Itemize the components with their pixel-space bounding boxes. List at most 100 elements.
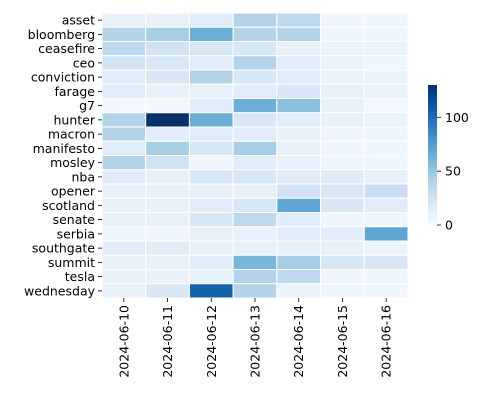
heatmap-cell-ceo-2024-06-10 <box>101 55 147 71</box>
y-tick-label-g7: g7 <box>79 98 95 113</box>
heatmap-cell-hunter-2024-06-16 <box>363 112 409 128</box>
heatmap-cell-senate-2024-06-10 <box>101 212 147 228</box>
heatmap-cell-macron-2024-06-16 <box>363 126 409 142</box>
heatmap-cell-mosley-2024-06-12 <box>188 155 234 171</box>
heatmap-cell-ceasefire-2024-06-10 <box>101 41 147 57</box>
heatmap-cell-farage-2024-06-13 <box>232 83 278 99</box>
heatmap-cell-hunter-2024-06-10 <box>101 112 147 128</box>
heatmap-cell-southgate-2024-06-12 <box>188 240 234 256</box>
heatmap-cell-summit-2024-06-12 <box>188 254 234 270</box>
y-tick-label-wednesday: wednesday <box>24 283 96 298</box>
heatmap-cell-ceasefire-2024-06-13 <box>232 41 278 57</box>
heatmap-cell-nba-2024-06-13 <box>232 169 278 185</box>
heatmap-cell-wednesday-2024-06-15 <box>320 283 365 299</box>
heatmap-cell-mosley-2024-06-15 <box>320 155 365 171</box>
heatmap-cell-tesla-2024-06-11 <box>145 269 190 285</box>
heatmap-cell-g7-2024-06-13 <box>232 98 278 114</box>
heatmap-cell-manifesto-2024-06-13 <box>232 140 278 156</box>
heatmap-cell-g7-2024-06-12 <box>188 98 234 114</box>
heatmap-cell-scotland-2024-06-16 <box>363 197 409 213</box>
heatmap-cell-manifesto-2024-06-15 <box>320 140 365 156</box>
heatmap-cell-opener-2024-06-12 <box>188 183 234 199</box>
heatmap-cell-summit-2024-06-15 <box>320 254 365 270</box>
heatmap-cell-ceasefire-2024-06-14 <box>276 41 322 57</box>
heatmap-cell-g7-2024-06-11 <box>145 98 190 114</box>
heatmap-cell-bloomberg-2024-06-11 <box>145 26 190 42</box>
heatmap-cell-tesla-2024-06-10 <box>101 269 147 285</box>
heatmap-cell-ceo-2024-06-12 <box>188 55 234 71</box>
heatmap-cell-serbia-2024-06-10 <box>101 226 147 242</box>
heatmap-cell-conviction-2024-06-15 <box>320 69 365 85</box>
heatmap-cell-hunter-2024-06-12 <box>188 112 234 128</box>
y-tick-label-summit: summit <box>48 255 95 270</box>
heatmap-cell-tesla-2024-06-12 <box>188 269 234 285</box>
heatmap-cell-farage-2024-06-14 <box>276 83 322 99</box>
y-tick-label-ceasefire: ceasefire <box>38 41 95 56</box>
heatmap-cell-ceo-2024-06-14 <box>276 55 322 71</box>
heatmap-cell-nba-2024-06-14 <box>276 169 322 185</box>
heatmap-cell-asset-2024-06-10 <box>101 12 147 28</box>
y-tick-label-mosley: mosley <box>50 155 96 170</box>
heatmap-cell-scotland-2024-06-12 <box>188 197 234 213</box>
y-tick-label-tesla: tesla <box>65 269 95 284</box>
heatmap-cell-macron-2024-06-14 <box>276 126 322 142</box>
heatmap-cell-senate-2024-06-12 <box>188 212 234 228</box>
heatmap-cell-summit-2024-06-11 <box>145 254 190 270</box>
x-tick-label-2024-06-14: 2024-06-14 <box>291 305 306 378</box>
y-tick-label-scotland: scotland <box>42 198 95 213</box>
heatmap-cell-senate-2024-06-16 <box>363 212 409 228</box>
heatmap-cell-tesla-2024-06-16 <box>363 269 409 285</box>
heatmap-cell-bloomberg-2024-06-14 <box>276 26 322 42</box>
heatmap-cell-g7-2024-06-16 <box>363 98 409 114</box>
heatmap-cell-tesla-2024-06-15 <box>320 269 365 285</box>
heatmap-cell-serbia-2024-06-12 <box>188 226 234 242</box>
heatmap-cell-conviction-2024-06-11 <box>145 69 190 85</box>
heatmap-cell-ceasefire-2024-06-16 <box>363 41 409 57</box>
heatmap-cell-farage-2024-06-16 <box>363 83 409 99</box>
heatmap-cell-ceo-2024-06-11 <box>145 55 190 71</box>
x-tick-label-2024-06-16: 2024-06-16 <box>379 305 394 378</box>
heatmap-cell-macron-2024-06-10 <box>101 126 147 142</box>
heatmap-cell-mosley-2024-06-10 <box>101 155 147 171</box>
y-tick-label-opener: opener <box>51 184 96 199</box>
heatmap-cell-manifesto-2024-06-12 <box>188 140 234 156</box>
heatmap-cell-scotland-2024-06-15 <box>320 197 365 213</box>
colorbar-tick-label-0: 0 <box>445 218 453 233</box>
heatmap-cell-mosley-2024-06-11 <box>145 155 190 171</box>
heatmap-cell-conviction-2024-06-13 <box>232 69 278 85</box>
y-tick-label-ceo: ceo <box>73 55 95 70</box>
x-tick-label-2024-06-11: 2024-06-11 <box>160 305 175 378</box>
heatmap-cell-tesla-2024-06-13 <box>232 269 278 285</box>
heatmap-cell-nba-2024-06-12 <box>188 169 234 185</box>
heatmap-cell-manifesto-2024-06-14 <box>276 140 322 156</box>
heatmap-cell-hunter-2024-06-15 <box>320 112 365 128</box>
heatmap-cell-macron-2024-06-12 <box>188 126 234 142</box>
heatmap-cell-nba-2024-06-15 <box>320 169 365 185</box>
heatmap-cell-senate-2024-06-11 <box>145 212 190 228</box>
heatmap-cell-serbia-2024-06-11 <box>145 226 190 242</box>
heatmap-cell-manifesto-2024-06-10 <box>101 140 147 156</box>
y-tick-label-serbia: serbia <box>57 226 95 241</box>
heatmap-cell-hunter-2024-06-13 <box>232 112 278 128</box>
y-tick-label-farage: farage <box>55 84 96 99</box>
colorbar-tick-label-100: 100 <box>445 110 469 125</box>
heatmap-cell-bloomberg-2024-06-13 <box>232 26 278 42</box>
heatmap-cell-wednesday-2024-06-13 <box>232 283 278 299</box>
heatmap-cell-asset-2024-06-15 <box>320 12 365 28</box>
heatmap-cell-conviction-2024-06-12 <box>188 69 234 85</box>
heatmap-cell-serbia-2024-06-16 <box>363 226 409 242</box>
heatmap-cell-conviction-2024-06-16 <box>363 69 409 85</box>
heatmap-cell-wednesday-2024-06-14 <box>276 283 322 299</box>
heatmap-cell-wednesday-2024-06-10 <box>101 283 147 299</box>
heatmap-cell-scotland-2024-06-14 <box>276 197 322 213</box>
heatmap-cell-southgate-2024-06-16 <box>363 240 409 256</box>
heatmap-cell-conviction-2024-06-14 <box>276 69 322 85</box>
heatmap-cell-wednesday-2024-06-11 <box>145 283 190 299</box>
heatmap-cell-asset-2024-06-16 <box>363 12 409 28</box>
heatmap-cell-wednesday-2024-06-16 <box>363 283 409 299</box>
heatmap-cell-opener-2024-06-11 <box>145 183 190 199</box>
heatmap-cell-summit-2024-06-13 <box>232 254 278 270</box>
heatmap-cell-manifesto-2024-06-16 <box>363 140 409 156</box>
y-tick-label-bloomberg: bloomberg <box>28 27 95 42</box>
x-tick-label-2024-06-13: 2024-06-13 <box>248 305 263 378</box>
